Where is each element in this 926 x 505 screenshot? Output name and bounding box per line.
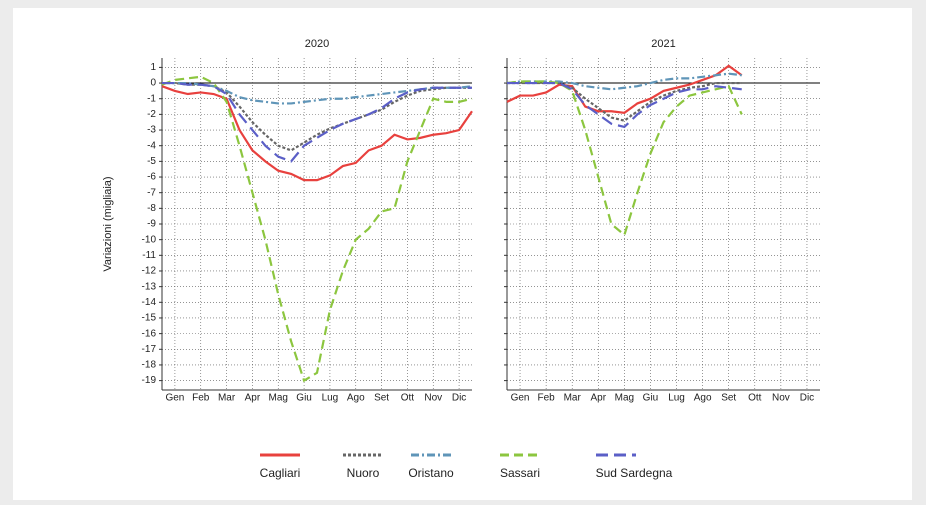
series-line <box>162 81 472 163</box>
panel-background <box>13 8 912 500</box>
x-tick-label: Giu <box>296 393 312 404</box>
series-line <box>506 80 743 237</box>
y-axis-label: Variazioni (migliaia) <box>102 176 114 271</box>
panel-title: 2020 <box>305 38 329 50</box>
x-tick-label: Giu <box>643 393 659 404</box>
x-tick-label: Apr <box>591 393 607 404</box>
x-tick-label: Ott <box>748 393 762 404</box>
legend-label: Sassari <box>500 466 540 480</box>
y-tick-label: -5 <box>147 156 156 167</box>
y-tick-label: 0 <box>150 78 156 89</box>
x-tick-label: Mar <box>218 393 236 404</box>
x-tick-label: Gen <box>165 393 184 404</box>
x-tick-label: Mag <box>615 393 634 404</box>
y-tick-label: -18 <box>142 360 157 371</box>
y-tick-label: -3 <box>147 125 156 136</box>
y-tick-label: -9 <box>147 219 156 230</box>
y-tick-label: -19 <box>142 375 157 386</box>
series-line <box>161 75 473 383</box>
panel-title: 2021 <box>651 38 675 50</box>
x-tick-label: Gen <box>511 393 530 404</box>
x-tick-label: Set <box>374 393 389 404</box>
x-tick-label: Apr <box>245 393 261 404</box>
y-tick-label: -17 <box>142 344 157 355</box>
y-tick-label: -12 <box>142 266 157 277</box>
y-tick-label: -4 <box>147 140 156 151</box>
x-tick-label: Feb <box>538 393 556 404</box>
series-line <box>161 85 473 182</box>
x-tick-label: Feb <box>192 393 210 404</box>
x-tick-label: Mar <box>564 393 582 404</box>
legend-label: Oristano <box>408 466 454 480</box>
x-tick-label: Ott <box>401 393 415 404</box>
y-tick-label: 1 <box>150 62 156 73</box>
x-tick-label: Ago <box>347 393 365 404</box>
y-tick-label: -6 <box>147 172 156 183</box>
y-tick-label: -8 <box>147 203 156 214</box>
legend-label: Nuoro <box>347 466 380 480</box>
x-tick-label: Ago <box>694 393 712 404</box>
y-tick-label: -7 <box>147 187 156 198</box>
y-tick-label: -1 <box>147 93 156 104</box>
legend-label: Sud Sardegna <box>596 466 673 480</box>
series-line <box>506 64 743 114</box>
x-tick-label: Mag <box>269 393 288 404</box>
y-tick-label: -11 <box>142 250 156 261</box>
x-tick-label: Nov <box>424 393 442 404</box>
legend-label: Cagliari <box>260 466 301 480</box>
x-tick-label: Dic <box>800 393 814 404</box>
x-tick-label: Lug <box>322 393 339 404</box>
x-tick-label: Lug <box>668 393 685 404</box>
series-line <box>506 72 742 91</box>
series-line <box>507 81 742 129</box>
y-tick-label: -10 <box>142 234 157 245</box>
x-tick-label: Dic <box>452 393 466 404</box>
y-tick-label: -15 <box>142 313 157 324</box>
y-tick-label: -14 <box>142 297 157 308</box>
y-tick-label: -16 <box>142 328 157 339</box>
y-tick-label: -13 <box>142 281 157 292</box>
x-tick-label: Nov <box>772 393 790 404</box>
y-tick-label: -2 <box>147 109 156 120</box>
series-line <box>507 81 742 122</box>
x-tick-label: Set <box>721 393 736 404</box>
